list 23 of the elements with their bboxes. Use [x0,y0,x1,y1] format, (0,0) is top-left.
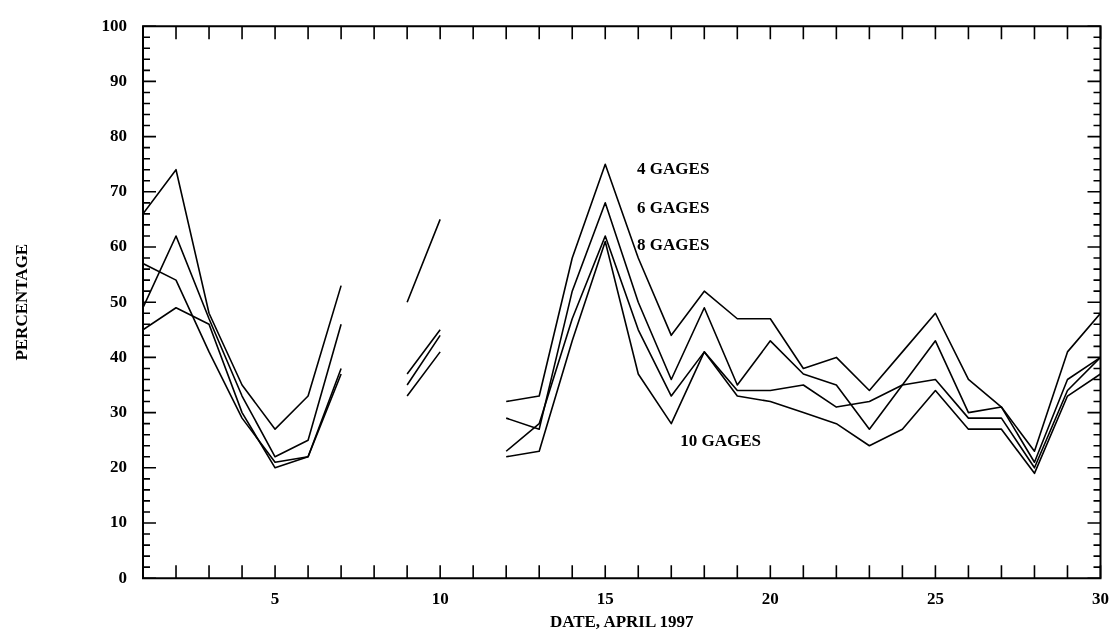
y-tick-label: 40 [110,346,127,366]
x-tick-label: 15 [596,588,614,608]
x-tick-label: 30 [1092,588,1109,608]
y-axis-title: PERCENTAGE [11,243,31,361]
y-tick-label: 20 [110,457,127,477]
annotation: 10 GAGES [680,431,761,451]
x-tick-label: 20 [761,588,779,608]
x-axis-title: DATE, APRIL 1997 [549,612,695,632]
y-tick-label: 100 [101,15,127,35]
y-tick-label: 90 [110,70,127,90]
y-tick-label: 0 [118,567,127,587]
x-tick-label: 5 [270,588,280,608]
y-tick-label: 70 [110,181,127,201]
x-tick-label: 10 [431,588,449,608]
y-tick-label: 10 [110,512,127,532]
y-tick-label: 50 [110,291,127,311]
y-tick-label: 60 [110,236,127,256]
annotation: 4 GAGES [637,159,710,179]
x-tick-label: 25 [926,588,944,608]
y-tick-label: 80 [110,125,127,145]
y-tick-label: 30 [110,401,127,421]
annotation: 8 GAGES [637,234,710,254]
annotation: 6 GAGES [637,197,710,217]
